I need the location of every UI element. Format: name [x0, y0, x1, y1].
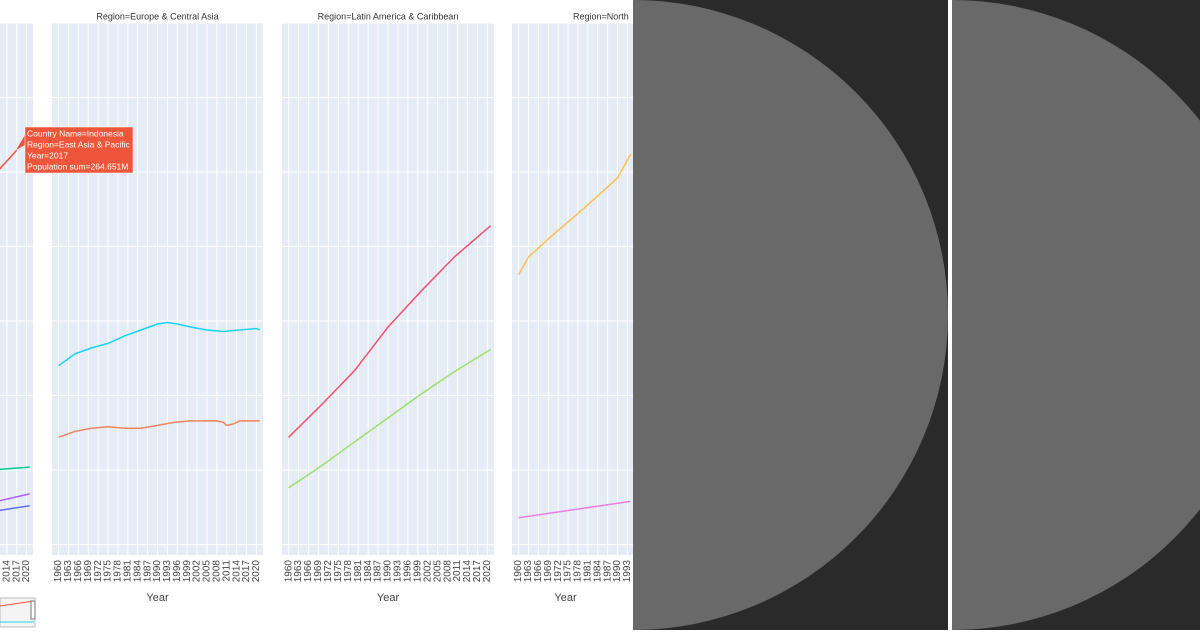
- x-tick-label: 1969: [83, 560, 94, 583]
- plot-area: [282, 23, 494, 555]
- x-tick-label: 1993: [393, 560, 404, 583]
- series-line: [0, 493, 30, 502]
- x-tick-label: 1972: [323, 560, 334, 583]
- x-tick-label: 1987: [142, 560, 153, 583]
- x-tick-label: 1969: [313, 560, 324, 583]
- x-tick-label: 1963: [63, 560, 74, 583]
- half-circle: [952, 0, 1200, 630]
- x-tick-label: 1972: [93, 560, 104, 583]
- x-tick-label: 2008: [211, 560, 222, 583]
- x-tick-label: 2002: [192, 560, 203, 583]
- x-axis-label: Year: [554, 592, 577, 604]
- x-tick-label: 1993: [622, 560, 633, 583]
- x-axis-label: Year: [146, 592, 169, 604]
- tooltip-box: [24, 126, 134, 174]
- x-tick-label: 1981: [582, 560, 593, 583]
- x-tick-label: 1987: [373, 560, 384, 583]
- x-tick-label: 1963: [523, 560, 534, 583]
- facet-title: Region=Europe & Central Asia: [96, 11, 218, 21]
- range-slider[interactable]: [0, 597, 36, 628]
- tooltip-text: Population sum=264.651M: [27, 161, 128, 171]
- x-tick-label: 1960: [283, 560, 294, 583]
- x-tick-label: 1984: [132, 560, 143, 583]
- x-axis-label: Year: [377, 592, 400, 604]
- series-line: [288, 348, 492, 489]
- x-tick-label: 1975: [333, 560, 344, 583]
- facet-title: Region=North: [573, 11, 629, 21]
- x-tick-label: 2020: [251, 560, 262, 583]
- x-tick-label: 1984: [592, 560, 603, 583]
- x-tick-label: 1996: [172, 560, 183, 583]
- x-tick-label: 1972: [553, 560, 564, 583]
- x-tick-label: 1966: [533, 560, 544, 583]
- x-tick-label: 2014: [231, 560, 242, 583]
- x-tick-label: 1975: [103, 560, 114, 583]
- x-tick-label: 1978: [573, 560, 584, 583]
- series-line: [288, 225, 492, 438]
- facet: 1960196319661969197219751978198119841987…: [282, 11, 494, 604]
- x-tick-label: 1996: [403, 560, 414, 583]
- x-tick-label: 1960: [513, 560, 524, 583]
- x-tick-label: 1966: [303, 560, 314, 583]
- x-tick-label: 2017: [11, 560, 22, 583]
- x-tick-label: 1990: [383, 560, 394, 583]
- x-tick-label: 1990: [152, 560, 163, 583]
- x-tick-label: 2017: [241, 560, 252, 583]
- x-tick-label: 2011: [452, 560, 463, 582]
- x-tick-label: 1999: [182, 560, 193, 583]
- x-tick-label: 1978: [113, 560, 124, 583]
- x-tick-label: 1969: [543, 560, 554, 583]
- half-circle: [633, 0, 948, 630]
- tooltip-pointer: [16, 135, 25, 150]
- series-line: [58, 321, 261, 367]
- plot-area: [0, 23, 33, 555]
- x-tick-label: 1963: [293, 560, 304, 583]
- x-tick-label: 2014: [2, 560, 13, 583]
- x-tick-label: 2002: [422, 560, 433, 583]
- x-tick-label: 2005: [202, 560, 213, 583]
- x-tick-label: 2020: [482, 560, 493, 583]
- series-line: [517, 153, 632, 276]
- x-tick-label: 1999: [412, 560, 423, 583]
- range-slider-handle[interactable]: [30, 600, 36, 620]
- x-tick-label: 1975: [563, 560, 574, 583]
- x-tick-label: 1966: [73, 560, 84, 583]
- tooltip-text: Year=2017: [27, 150, 68, 160]
- x-tick-label: 2014: [462, 560, 473, 583]
- series-line: [0, 505, 30, 512]
- x-tick-label: 1990: [612, 560, 623, 583]
- x-tick-label: 1978: [343, 560, 354, 583]
- x-tick-label: 1984: [363, 560, 374, 583]
- plot-area: [52, 23, 263, 555]
- x-tick-label: 2005: [432, 560, 443, 583]
- series-line: [518, 500, 631, 519]
- x-tick-label: 2011: [221, 560, 232, 582]
- tooltip-text: Country Name=Indonesia: [27, 128, 124, 138]
- x-tick-label: 1987: [602, 560, 613, 583]
- tooltip-text: Region=East Asia & Pacific: [27, 139, 131, 149]
- facet: 1960196319661969197219751978198119841987…: [52, 11, 263, 604]
- x-tick-label: 2017: [472, 560, 483, 583]
- facet-title: Region=Latin America & Caribbean: [318, 11, 459, 21]
- x-tick-label: 1993: [162, 560, 173, 583]
- series-line: [0, 466, 30, 471]
- range-slider-trace: [0, 600, 35, 607]
- x-tick-label: 2020: [21, 560, 32, 583]
- series-line: [58, 420, 260, 439]
- x-tick-label: 1960: [53, 560, 64, 583]
- separator: [948, 0, 952, 630]
- x-tick-label: 1981: [122, 560, 133, 583]
- x-tick-label: 2008: [442, 560, 453, 583]
- x-tick-label: 1981: [353, 560, 364, 583]
- series-line: [0, 149, 18, 170]
